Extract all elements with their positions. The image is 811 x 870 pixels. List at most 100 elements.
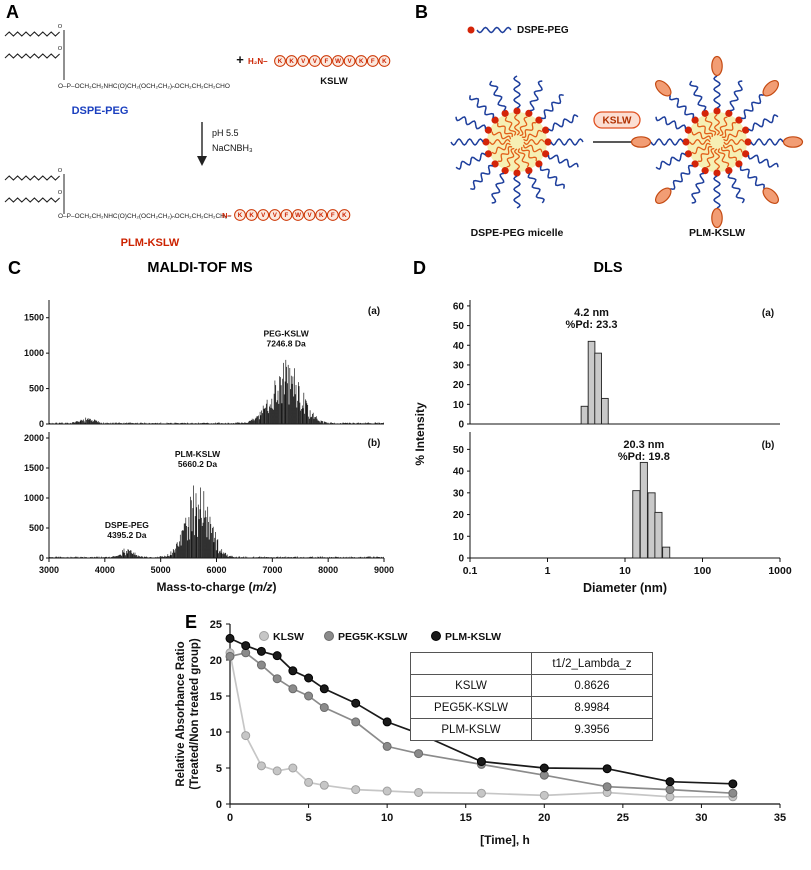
lipid-head-dot: [742, 126, 750, 134]
y-tick-label: 2000: [24, 433, 44, 443]
legend-peg-squiggle: [476, 26, 512, 34]
peak-mass-label: 4395.2 Da: [107, 530, 146, 540]
legend-label-KLSW: KLSW: [273, 631, 304, 643]
y-axis-title-line1: Relative Absorbance Ratio: [175, 641, 187, 786]
table-halflife-value: 8.9984: [531, 696, 653, 719]
peg-chain: [650, 138, 684, 146]
plm-formula: O–P–OCH₂CH₂NHC(O)CH₂(OCH₂CH₂)ₙOCH₂CH₂CH₂…: [58, 213, 231, 220]
peptide-residue-letter: K: [289, 58, 294, 65]
lipid-tail-inner: [521, 122, 537, 138]
y-tick-label: 20: [210, 655, 222, 667]
data-point-PEG5K-KSLW: [304, 691, 314, 701]
y-tick-label: 30: [453, 360, 465, 371]
lipid-head-dot: [725, 167, 733, 175]
peg-chain: [713, 175, 721, 209]
peg-chain: [455, 116, 487, 130]
data-point-PEG5K-KSLW: [728, 788, 738, 798]
peptide-residue-letter: V: [308, 212, 313, 219]
plm-kslw-label: PLM-KSLW: [121, 237, 180, 249]
lipid-head-dot: [482, 138, 490, 146]
histogram-bar: [632, 490, 641, 559]
data-point-KLSW: [288, 763, 298, 773]
data-point-PLM-KSLW: [304, 673, 314, 683]
panel-d-label: D: [413, 258, 426, 278]
lipid-head-dot: [491, 160, 499, 168]
x-tick-label: 8000: [318, 565, 338, 575]
legend-marker-PEG5K-KSLW: [324, 631, 334, 641]
y-tick-label: 30: [453, 488, 465, 499]
peg-chain: [527, 172, 545, 204]
data-point-PLM-KSLW: [256, 646, 266, 656]
panel-a-label: A: [6, 2, 19, 22]
peg-chain: [450, 138, 484, 146]
peptide-residue-letter: V: [261, 212, 266, 219]
y-tick-label: 20: [453, 380, 465, 391]
peg-chain: [713, 75, 721, 109]
peak-mass-label: 5660.2 Da: [178, 459, 217, 469]
y-tick-label: 1000: [24, 348, 44, 358]
panel-d: D DLS 0 10 20 30 40 50 60 4.2 nm %Pd: 23.3 (a) 0 10…: [405, 258, 811, 608]
lipid-head-dot: [542, 150, 550, 158]
lipid-head-dot: [513, 169, 521, 177]
peptide-residue-letter: K: [319, 212, 324, 219]
panel-a: A O O O–P–OCH₂CH₂NHC(O)CH₂(OCH₂CH₂)ₙOCH₂CH…: [0, 0, 400, 256]
y-tick-label: 0: [216, 799, 222, 811]
histogram-bar: [601, 397, 609, 425]
peg-chain: [513, 75, 521, 109]
reaction-arrow-head: [197, 156, 207, 166]
legend-head-dot: [467, 26, 475, 34]
peptide-residue-letter: K: [382, 58, 387, 65]
peptide-residue-circle: [292, 209, 304, 221]
legend-marker-PLM-KSLW: [431, 631, 441, 641]
peg-chain: [729, 80, 743, 112]
lipid-tail-inner: [517, 148, 530, 168]
peg-chain: [750, 138, 784, 146]
x-tick-label: 1000: [768, 565, 792, 577]
y-tick-label: 50: [453, 445, 465, 456]
dls-chart: 0 10 20 30 40 50 60 4.2 nm%Pd: 23.3 (a) 0 10 20 30 40…: [413, 300, 792, 595]
data-point-PLM-KSLW: [319, 684, 329, 694]
data-point-PLM-KSLW: [728, 779, 738, 789]
legend-marker-KLSW: [259, 631, 269, 641]
lipid-tail-inner: [491, 131, 512, 140]
lipid-head-dot: [701, 167, 709, 175]
dspe-peg-label: DSPE-PEG: [72, 105, 129, 117]
peptide-residue-letter: K: [249, 212, 254, 219]
histogram-bar: [594, 352, 602, 425]
panel-a-chemical-scheme: O O O–P–OCH₂CH₂NHC(O)CH₂(OCH₂CH₂)ₙOCH₂CH₂C…: [4, 24, 391, 249]
x-axis-title: [Time], h: [480, 833, 530, 847]
data-point-PEG5K-KSLW: [225, 651, 235, 661]
x-tick-label: 30: [695, 812, 707, 824]
peak-label: DSPE-PEG: [105, 520, 149, 530]
subplot-tag: (b): [368, 438, 381, 449]
panel-b: B DSPE-PEG DSPE-PEG micelle KSLW PLM-KSLW: [405, 0, 811, 256]
lipid-tail-inner: [714, 114, 720, 136]
data-point-KLSW: [351, 785, 361, 795]
lipid-head-dot: [484, 126, 492, 134]
lipid-tail-inner: [523, 139, 545, 145]
condition-nacnbh3: NaCNBH₃: [212, 143, 253, 153]
lipid-tail: [4, 197, 60, 203]
peg-chain: [747, 154, 779, 168]
y-tick-label: 500: [29, 523, 44, 533]
data-point-PLM-KSLW: [225, 633, 235, 643]
y-tick-label: 40: [453, 467, 465, 478]
peptide-residue-circle: [308, 55, 321, 67]
lipid-head-dot: [544, 138, 552, 146]
peak-mass-label: 7246.8 Da: [266, 339, 305, 349]
y-tick-label: 5: [216, 763, 222, 775]
kslw-label: KSLW: [320, 76, 347, 87]
lipid-tail-inner: [522, 144, 543, 153]
y-tick-label: 10: [453, 532, 465, 543]
oxygen-atom: O: [58, 168, 63, 174]
x-tick-label: 6000: [206, 565, 226, 575]
table-row: KSLW 0.8626: [410, 674, 653, 697]
lipid-head-dot: [525, 167, 533, 175]
lipid-tail-inner: [504, 116, 517, 136]
kslw-peptide-oval: [711, 207, 723, 229]
kslw-peptide-oval: [655, 80, 672, 97]
peg-chain: [539, 165, 565, 189]
peptide-residue-circle: [378, 55, 391, 67]
subplot-tag: (a): [762, 308, 774, 319]
